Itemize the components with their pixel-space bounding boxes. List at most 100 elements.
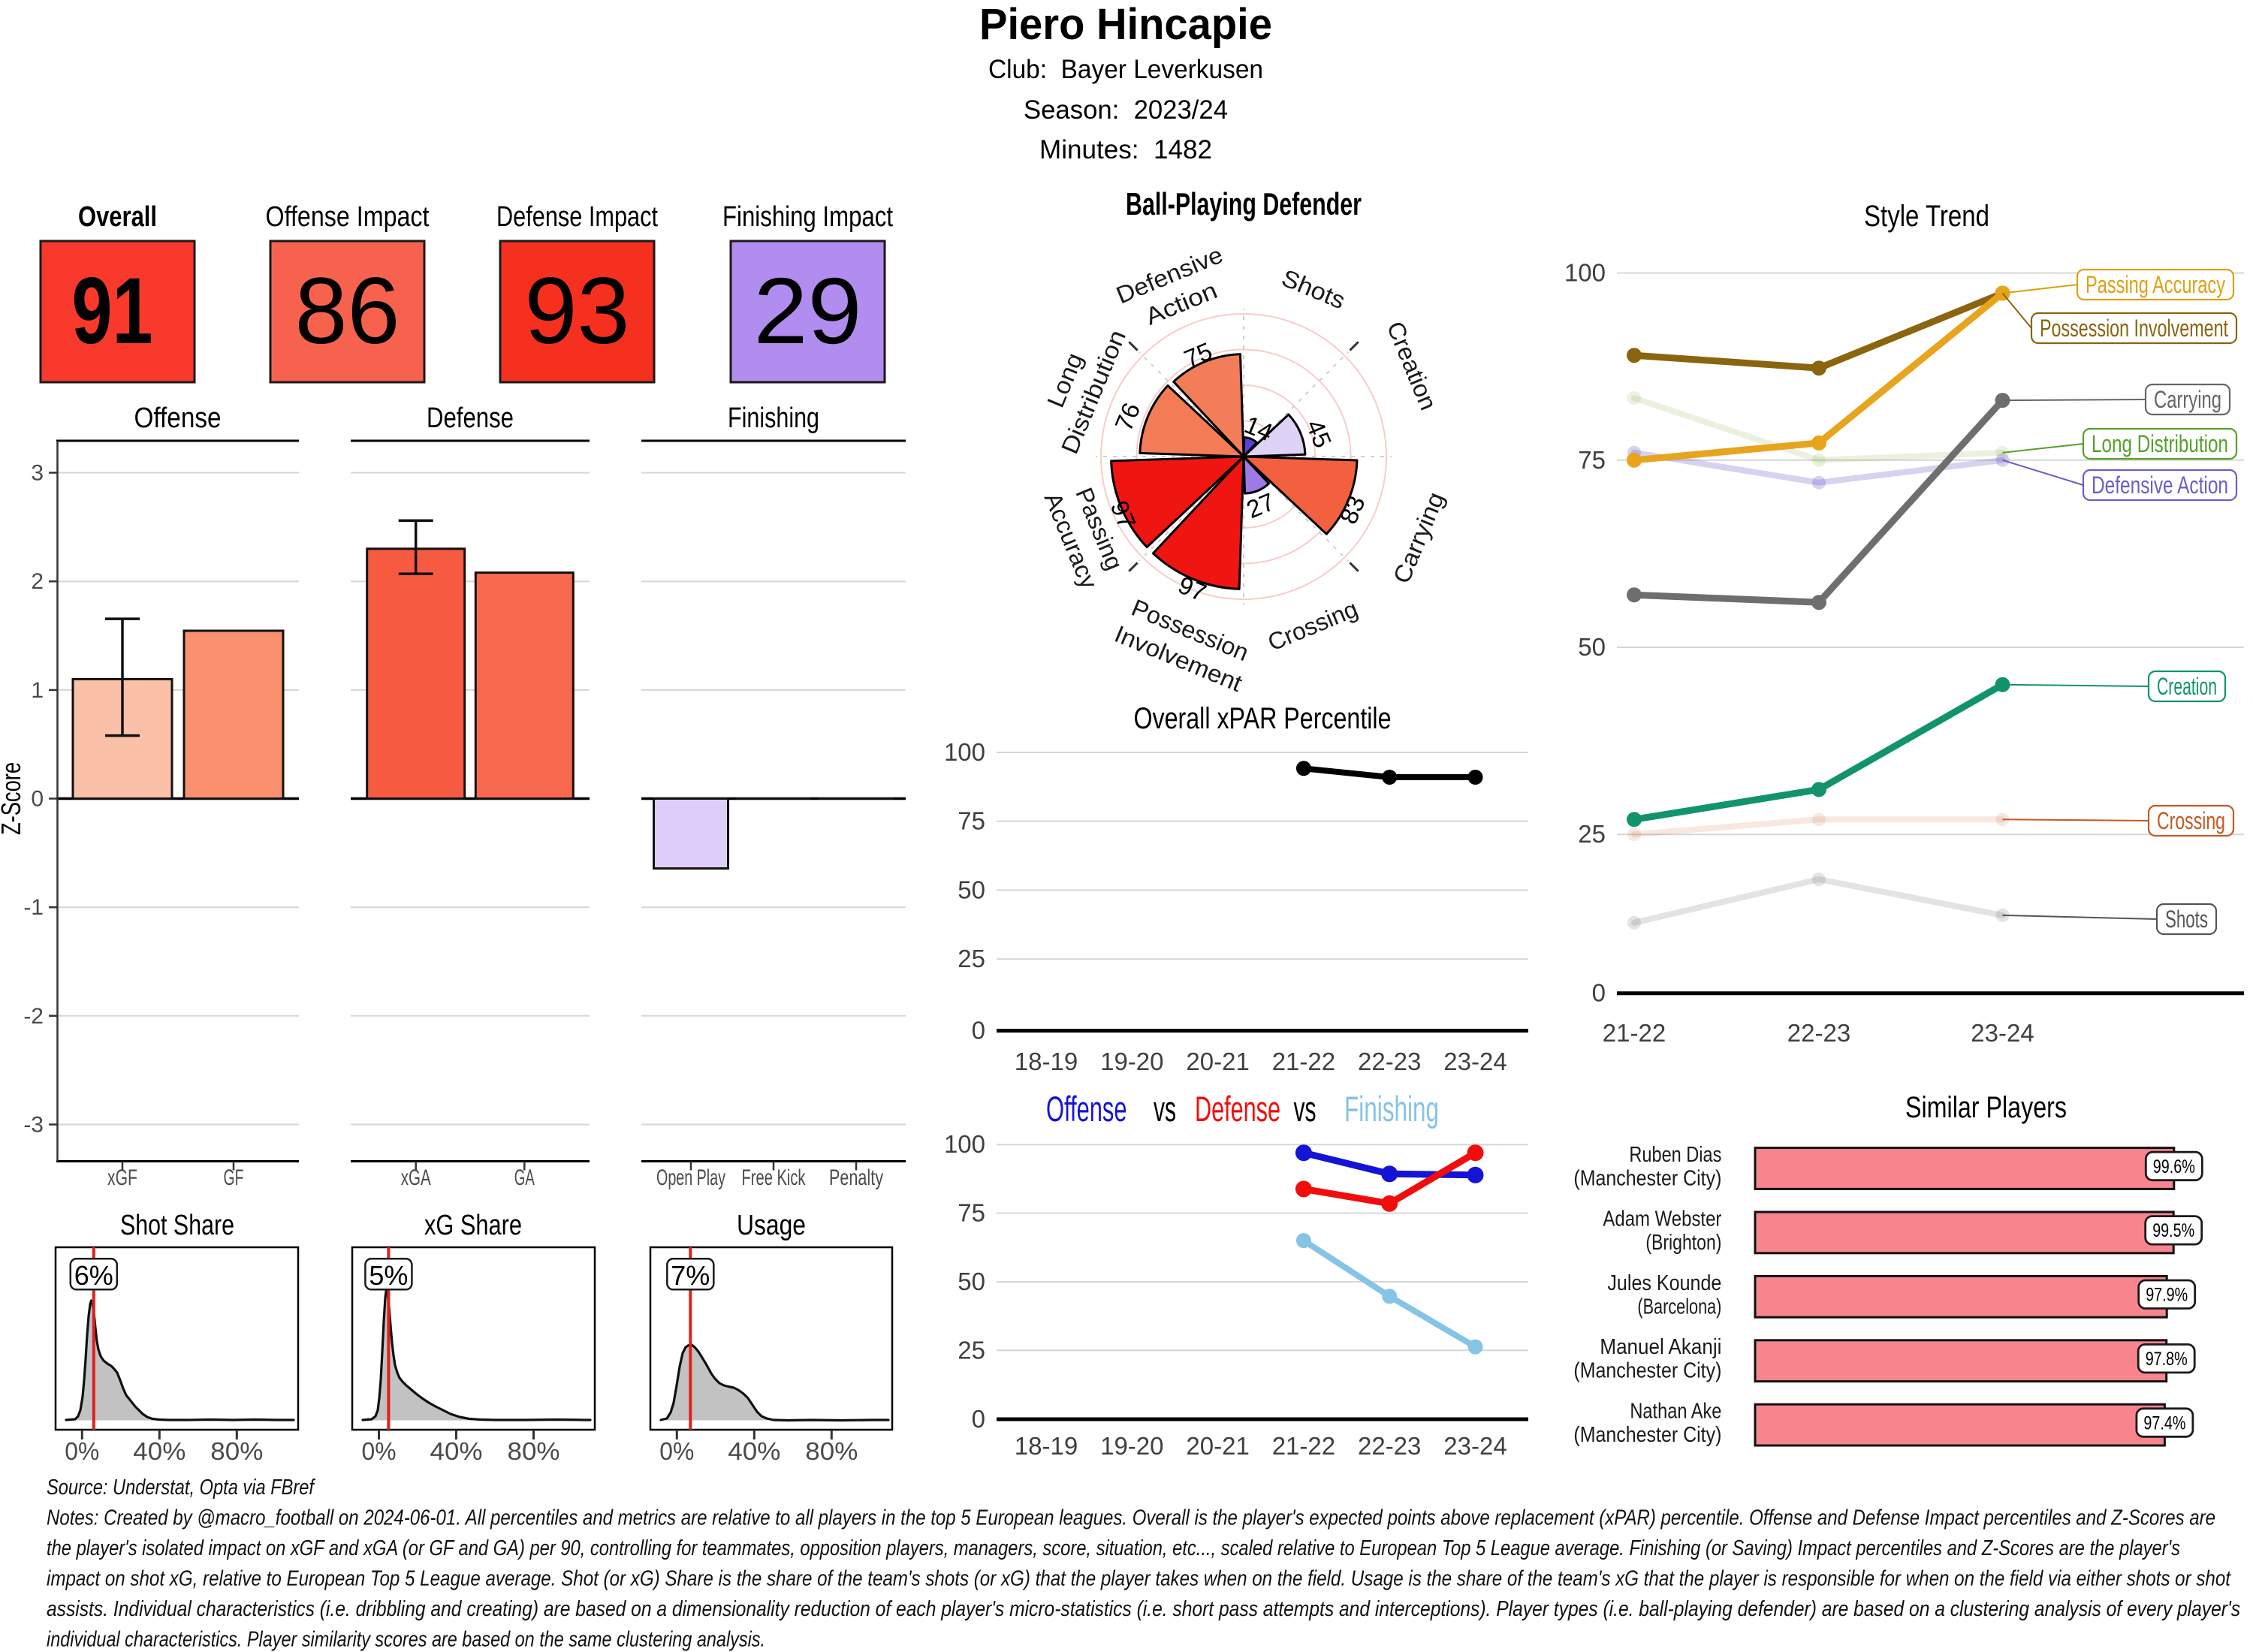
svg-text:23-24: 23-24 <box>1443 1432 1507 1460</box>
svg-text:Piero Hincapie: Piero Hincapie <box>979 0 1272 49</box>
svg-text:Finishing: Finishing <box>1344 1089 1439 1129</box>
svg-text:0%: 0% <box>362 1437 397 1465</box>
svg-text:Manuel Akanji: Manuel Akanji <box>1600 1335 1721 1359</box>
svg-text:Defense Impact: Defense Impact <box>496 201 658 233</box>
svg-text:97.4%: 97.4% <box>2143 1412 2185 1433</box>
svg-text:80%: 80% <box>508 1437 560 1465</box>
svg-text:18-19: 18-19 <box>1015 1048 1078 1075</box>
svg-text:Jules Kounde: Jules Kounde <box>1607 1271 1721 1295</box>
svg-text:Open Play: Open Play <box>656 1165 725 1190</box>
svg-text:(Manchester City): (Manchester City) <box>1573 1167 1721 1191</box>
svg-text:Defensive Action: Defensive Action <box>2092 472 2228 499</box>
svg-text:Penalty: Penalty <box>829 1165 883 1190</box>
svg-text:75: 75 <box>958 1199 985 1227</box>
svg-text:(Manchester City): (Manchester City) <box>1573 1359 1721 1383</box>
svg-text:5%: 5% <box>369 1260 408 1291</box>
svg-text:Free Kick: Free Kick <box>742 1165 807 1190</box>
svg-text:100: 100 <box>944 1130 985 1158</box>
svg-text:75: 75 <box>958 807 985 835</box>
svg-text:29: 29 <box>754 259 862 363</box>
svg-text:Minutes: 1482: Minutes: 1482 <box>1039 135 1212 164</box>
svg-text:assists. Individual characteri: assists. Individual characteristics (i.e… <box>47 1597 2240 1621</box>
svg-text:0: 0 <box>1592 979 1606 1007</box>
svg-text:Long Distribution: Long Distribution <box>2092 430 2228 457</box>
svg-text:-2: -2 <box>23 1004 44 1029</box>
svg-text:7%: 7% <box>671 1260 710 1291</box>
svg-text:Overall: Overall <box>78 201 157 233</box>
svg-text:Z-Score: Z-Score <box>0 762 26 835</box>
svg-text:22-23: 22-23 <box>1358 1048 1421 1075</box>
svg-text:Offense Impact: Offense Impact <box>266 201 430 233</box>
svg-text:22-23: 22-23 <box>1358 1432 1421 1460</box>
svg-text:xGF: xGF <box>107 1165 137 1190</box>
svg-text:Passing Accuracy: Passing Accuracy <box>2086 271 2225 298</box>
svg-text:0: 0 <box>972 1405 985 1433</box>
svg-text:50: 50 <box>958 1268 985 1295</box>
svg-text:97.9%: 97.9% <box>2146 1285 2188 1306</box>
svg-text:91: 91 <box>72 259 153 363</box>
svg-text:Similar Players: Similar Players <box>1905 1091 2067 1124</box>
svg-text:86: 86 <box>295 259 400 363</box>
svg-text:40%: 40% <box>728 1437 780 1465</box>
svg-text:vs: vs <box>1294 1089 1317 1129</box>
svg-text:40%: 40% <box>133 1437 185 1465</box>
svg-text:Season: 2023/24: Season: 2023/24 <box>1024 95 1228 125</box>
svg-text:18-19: 18-19 <box>1015 1432 1078 1460</box>
svg-text:97.8%: 97.8% <box>2146 1349 2188 1370</box>
svg-text:2: 2 <box>31 569 44 594</box>
svg-text:Shot Share: Shot Share <box>120 1210 234 1241</box>
svg-text:xGA: xGA <box>401 1165 431 1190</box>
svg-text:GA: GA <box>514 1165 535 1190</box>
svg-text:Shots: Shots <box>2165 906 2208 933</box>
svg-text:Creation: Creation <box>2157 673 2217 700</box>
svg-text:21-22: 21-22 <box>1272 1048 1335 1075</box>
svg-text:80%: 80% <box>805 1437 858 1465</box>
svg-text:(Brighton): (Brighton) <box>1645 1231 1721 1255</box>
svg-text:22-23: 22-23 <box>1787 1019 1850 1047</box>
svg-text:Finishing: Finishing <box>728 402 819 434</box>
svg-text:-3: -3 <box>23 1113 44 1138</box>
svg-text:(Barcelona): (Barcelona) <box>1637 1295 1721 1319</box>
svg-text:Style Trend: Style Trend <box>1864 200 1989 233</box>
svg-text:6%: 6% <box>74 1260 113 1291</box>
svg-text:25: 25 <box>958 945 985 972</box>
svg-text:Defense: Defense <box>427 402 514 434</box>
svg-text:Ruben Dias: Ruben Dias <box>1629 1143 1721 1167</box>
svg-text:Crossing: Crossing <box>2157 807 2225 834</box>
svg-text:19-20: 19-20 <box>1100 1048 1163 1075</box>
svg-text:Nathan Ake: Nathan Ake <box>1630 1400 1721 1424</box>
svg-text:impact on shot xG, relative to: impact on shot xG, relative to European … <box>47 1567 2232 1591</box>
svg-text:Usage: Usage <box>737 1210 806 1241</box>
svg-text:25: 25 <box>1578 820 1606 848</box>
svg-text:Adam Webster: Adam Webster <box>1603 1207 1721 1231</box>
svg-text:21-22: 21-22 <box>1603 1019 1666 1047</box>
svg-text:Overall xPAR Percentile: Overall xPAR Percentile <box>1134 702 1392 735</box>
svg-text:-1: -1 <box>23 895 44 920</box>
svg-text:the player's isolated impact o: the player's isolated impact on xGF and … <box>47 1536 2180 1560</box>
svg-text:vs: vs <box>1154 1089 1176 1129</box>
svg-text:0%: 0% <box>659 1437 694 1465</box>
svg-text:75: 75 <box>1578 446 1606 474</box>
svg-text:40%: 40% <box>430 1437 483 1465</box>
svg-text:Finishing Impact: Finishing Impact <box>722 201 893 233</box>
svg-text:Notes: Created by @macro_footb: Notes: Created by @macro_football on 202… <box>47 1506 2215 1530</box>
svg-text:0%: 0% <box>65 1437 99 1465</box>
svg-text:Ball-Playing Defender: Ball-Playing Defender <box>1126 186 1362 222</box>
svg-text:20-21: 20-21 <box>1186 1432 1249 1460</box>
svg-text:0: 0 <box>972 1017 985 1045</box>
svg-text:21-22: 21-22 <box>1272 1432 1335 1460</box>
svg-text:Offense: Offense <box>1046 1089 1127 1129</box>
svg-text:23-24: 23-24 <box>1971 1019 2034 1047</box>
svg-text:20-21: 20-21 <box>1186 1048 1249 1075</box>
svg-text:0: 0 <box>31 787 44 812</box>
svg-text:99.5%: 99.5% <box>2152 1220 2194 1241</box>
svg-text:100: 100 <box>1564 259 1606 287</box>
svg-text:Defense: Defense <box>1195 1089 1280 1129</box>
svg-text:50: 50 <box>1578 633 1606 661</box>
svg-text:Possession Involvement: Possession Involvement <box>2040 315 2228 342</box>
svg-text:GF: GF <box>224 1165 244 1190</box>
svg-text:(Manchester City): (Manchester City) <box>1573 1423 1721 1447</box>
svg-text:Carrying: Carrying <box>2154 386 2221 413</box>
svg-text:23-24: 23-24 <box>1443 1048 1507 1075</box>
svg-text:xG Share: xG Share <box>424 1210 522 1241</box>
